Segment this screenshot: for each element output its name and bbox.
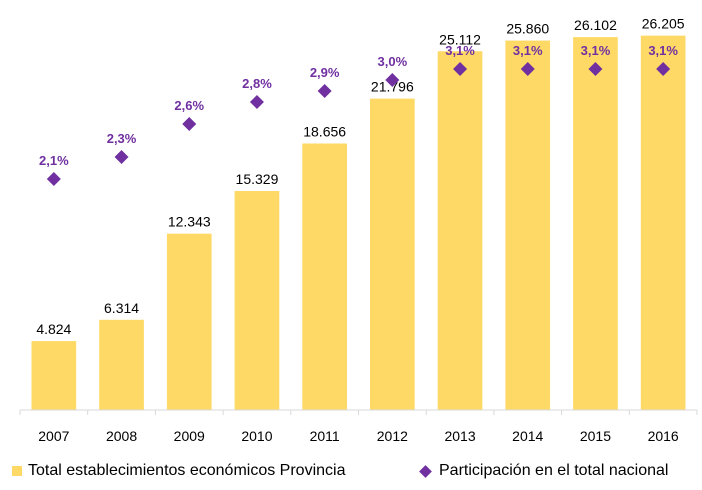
- bar-value-label-2007: 4.824: [36, 321, 71, 337]
- x-tick-label-2008: 2008: [106, 428, 137, 444]
- chart-canvas: 4.8246.31412.34315.32918.65621.79625.112…: [19, 16, 698, 444]
- bar-value-labels: 4.8246.31412.34315.32918.65621.79625.112…: [36, 16, 684, 337]
- bar-2008: [99, 319, 144, 410]
- bar-2011: [302, 143, 347, 410]
- bar-value-label-2008: 6.314: [104, 300, 139, 316]
- x-tick-label-2014: 2014: [512, 428, 543, 444]
- x-tick-label-2016: 2016: [648, 428, 679, 444]
- x-tick-label-2007: 2007: [38, 428, 69, 444]
- x-axis-tick-labels: 2007 2008 2009 2010 2011 2012 2013 2014 2015 2016: [38, 428, 679, 444]
- percent-label-2013: 3,1%: [445, 43, 475, 58]
- diamond-marker-2009: [182, 117, 197, 131]
- percent-labels: 2,1% 2,3% 2,6% 2,8% 2,9% 3,0% 3,1% 3,1% 3,1% 3,1%: [39, 43, 678, 168]
- x-tick-label-2015: 2015: [580, 428, 611, 444]
- x-tick-label-2011: 2011: [310, 428, 340, 444]
- bar-2015: [573, 37, 618, 410]
- bar-value-label-2011: 18.656: [303, 123, 346, 139]
- bar-2013: [437, 51, 483, 410]
- x-tick-label-2009: 2009: [174, 428, 205, 444]
- diamond-marker-2007: [46, 172, 61, 186]
- bar-value-label-2010: 15.329: [236, 171, 279, 187]
- percent-label-2007: 2,1%: [39, 153, 69, 168]
- bar-value-label-2013: 25.112: [439, 31, 481, 47]
- diamond-marker-2010: [249, 95, 264, 109]
- bar-2012: [370, 98, 415, 410]
- percent-label-2015: 3,1%: [581, 43, 611, 58]
- diamond-marker-2012: [385, 73, 400, 87]
- diamond-marker-2011: [317, 84, 332, 98]
- bar-2010: [234, 191, 280, 410]
- legend-item-diamonds: Participación en el total nacional: [419, 462, 668, 480]
- bar-2016: [640, 35, 686, 411]
- legend-bar-swatch: [12, 466, 22, 476]
- percent-label-2012: 3,0%: [378, 54, 408, 69]
- bar-value-label-2014: 25.860: [506, 21, 549, 37]
- bar-series: [31, 35, 686, 411]
- diamond-marker-2013: [453, 62, 468, 76]
- bar-value-label-2016: 26.205: [642, 16, 685, 32]
- x-axis-ticks: [19, 410, 698, 415]
- diamond-marker-2008: [114, 150, 129, 164]
- bar-value-label-2009: 12.343: [168, 214, 211, 230]
- bar-2014: [505, 40, 551, 410]
- legend-diamond-icon: [419, 464, 432, 478]
- x-tick-label-2012: 2012: [377, 428, 408, 444]
- legend-diamond-label: Participación en el total nacional: [439, 462, 669, 479]
- legend-item-bars: Total establecimientos económicos Provin…: [12, 462, 345, 480]
- percent-label-2016: 3,1%: [648, 43, 678, 58]
- diamond-marker-2014: [520, 62, 535, 76]
- percent-label-2010: 2,8%: [242, 76, 272, 91]
- percent-label-2011: 2,9%: [310, 65, 340, 80]
- diamond-marker-2016: [656, 62, 671, 76]
- bar-value-label-2015: 26.102: [574, 17, 617, 33]
- bar-2009: [166, 233, 212, 410]
- percent-label-2009: 2,6%: [174, 98, 204, 113]
- diamond-marker-2015: [588, 62, 603, 76]
- percent-label-2014: 3,1%: [513, 43, 543, 58]
- diamond-series: [46, 62, 671, 186]
- x-tick-label-2013: 2013: [444, 428, 475, 444]
- bar-2007: [31, 341, 77, 410]
- legend-bar-label: Total establecimientos económicos Provin…: [28, 462, 346, 479]
- percent-label-2008: 2,3%: [107, 131, 137, 146]
- legend: Total establecimientos económicos Provin…: [0, 462, 702, 486]
- x-tick-label-2010: 2010: [241, 428, 272, 444]
